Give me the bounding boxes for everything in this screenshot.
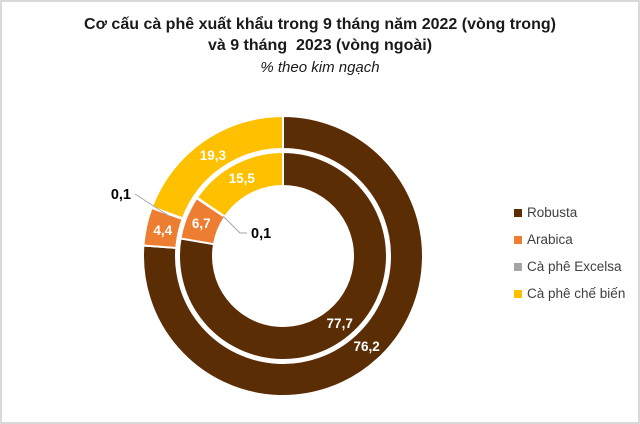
inner-value-label-che-bien: 15,5 (229, 171, 256, 186)
chart-title-line-2: và 9 tháng 2023 (vòng ngoài) (207, 37, 433, 54)
inner-slice-robusta (177, 151, 388, 361)
legend-item-excelsa: Cà phê Excelsa (514, 260, 625, 274)
legend-swatch-che-bien (514, 290, 522, 298)
legend-label-excelsa: Cà phê Excelsa (527, 259, 622, 274)
legend-swatch-robusta (514, 209, 522, 217)
legend-label-arabica: Arabica (527, 232, 573, 247)
legend-swatch-excelsa (514, 263, 522, 271)
outer-value-label-arabica: 4,4 (153, 223, 172, 238)
chart-title: Cơ cấu cà phê xuất khẩu trong 9 tháng nă… (2, 2, 638, 78)
outer-slice-robusta (142, 115, 424, 397)
chart-legend: Robusta Arabica Cà phê Excelsa Cà phê chế b… (514, 206, 625, 301)
legend-item-robusta: Robusta (514, 206, 625, 220)
legend-label-robusta: Robusta (527, 205, 578, 220)
outer-value-label-che-bien: 19,3 (200, 148, 227, 163)
inner-callout-label-excelsa: 0,1 (251, 226, 271, 242)
inner-slice-che-bien (195, 151, 284, 218)
legend-label-che-bien: Cà phê chế biến (527, 286, 626, 301)
chart-subtitle: % theo kim ngạch (260, 59, 380, 76)
legend-item-arabica: Arabica (514, 233, 625, 247)
inner-leader-line-excelsa (222, 215, 247, 234)
legend-item-che-bien: Cà phê chế biến (514, 287, 625, 301)
inner-value-label-robusta: 77,7 (327, 316, 353, 331)
inner-value-label-arabica: 6,7 (192, 216, 211, 231)
outer-value-label-robusta: 76,2 (353, 339, 379, 354)
outer-leader-line-excelsa (134, 193, 170, 217)
legend-swatch-arabica (514, 236, 522, 244)
outer-slice-che-bien (150, 115, 284, 220)
chart-title-line-1: Cơ cấu cà phê xuất khẩu trong 9 tháng nă… (84, 16, 556, 33)
outer-callout-label-excelsa: 0,1 (111, 187, 131, 203)
